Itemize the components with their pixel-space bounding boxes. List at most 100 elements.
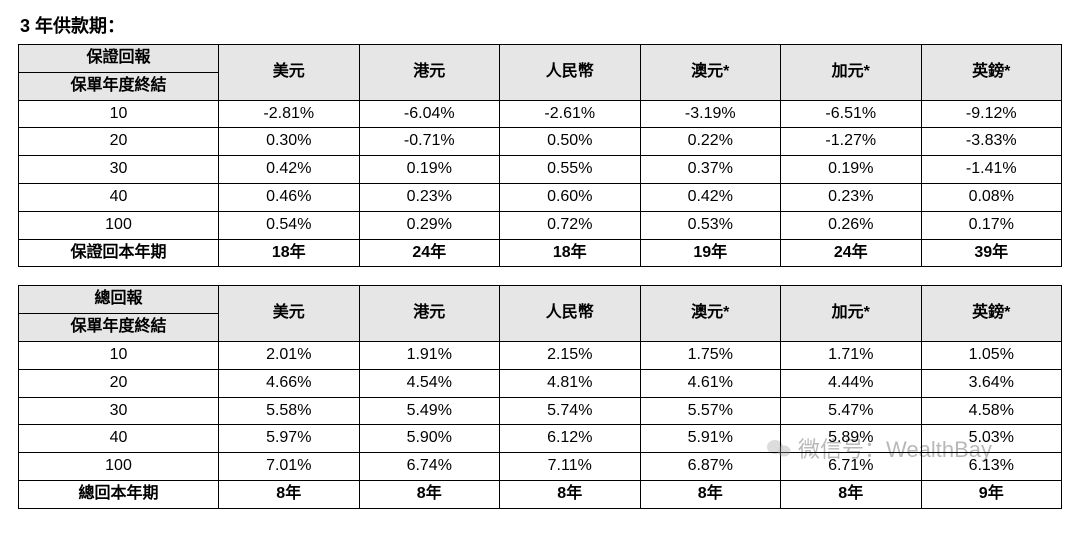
cell: 2.15% <box>500 341 641 369</box>
cell: 5.89% <box>781 425 922 453</box>
col-aud: 澳元* <box>640 45 781 101</box>
cell: 0.50% <box>500 128 641 156</box>
period: 30 <box>19 156 219 184</box>
table-row: 100 7.01% 6.74% 7.11% 6.87% 6.71% 6.13% <box>19 453 1062 481</box>
cell: 7.11% <box>500 453 641 481</box>
col-cad: 加元* <box>781 286 922 342</box>
cell: 5.49% <box>359 397 500 425</box>
cell: 0.30% <box>219 128 360 156</box>
cell: 0.46% <box>219 183 360 211</box>
cell: 4.61% <box>640 369 781 397</box>
cell: 0.17% <box>921 211 1062 239</box>
cell: 18年 <box>500 239 641 267</box>
table-row: 10 2.01% 1.91% 2.15% 1.75% 1.71% 1.05% <box>19 341 1062 369</box>
table-row: 30 0.42% 0.19% 0.55% 0.37% 0.19% -1.41% <box>19 156 1062 184</box>
cell: 8年 <box>640 480 781 508</box>
col-aud: 澳元* <box>640 286 781 342</box>
col-usd: 美元 <box>219 45 360 101</box>
cell: 1.05% <box>921 341 1062 369</box>
t1-footer-label: 保證回本年期 <box>19 239 219 267</box>
guaranteed-return-table: 保證回報 美元 港元 人民幣 澳元* 加元* 英鎊* 保單年度終結 10 -2.… <box>18 44 1062 267</box>
cell: 4.66% <box>219 369 360 397</box>
cell: 5.90% <box>359 425 500 453</box>
cell: -1.27% <box>781 128 922 156</box>
cell: 0.42% <box>219 156 360 184</box>
col-cad: 加元* <box>781 45 922 101</box>
cell: -6.04% <box>359 100 500 128</box>
cell: 18年 <box>219 239 360 267</box>
t1-footer-row: 保證回本年期 18年 24年 18年 19年 24年 39年 <box>19 239 1062 267</box>
cell: 24年 <box>359 239 500 267</box>
cell: 0.72% <box>500 211 641 239</box>
cell: 6.12% <box>500 425 641 453</box>
cell: 5.58% <box>219 397 360 425</box>
cell: 0.29% <box>359 211 500 239</box>
t1-header-sub: 保單年度終結 <box>19 72 219 100</box>
cell: 9年 <box>921 480 1062 508</box>
cell: 0.19% <box>781 156 922 184</box>
t2-footer-label: 總回本年期 <box>19 480 219 508</box>
cell: 3.64% <box>921 369 1062 397</box>
cell: -2.81% <box>219 100 360 128</box>
t1-body: 10 -2.81% -6.04% -2.61% -3.19% -6.51% -9… <box>19 100 1062 267</box>
cell: -9.12% <box>921 100 1062 128</box>
cell: 0.26% <box>781 211 922 239</box>
period: 30 <box>19 397 219 425</box>
cell: 5.97% <box>219 425 360 453</box>
cell: 7.01% <box>219 453 360 481</box>
cell: 5.74% <box>500 397 641 425</box>
cell: 0.23% <box>359 183 500 211</box>
period: 40 <box>19 425 219 453</box>
cell: 6.74% <box>359 453 500 481</box>
cell: 4.58% <box>921 397 1062 425</box>
cell: 4.44% <box>781 369 922 397</box>
cell: 5.57% <box>640 397 781 425</box>
cell: 39年 <box>921 239 1062 267</box>
t2-body: 10 2.01% 1.91% 2.15% 1.75% 1.71% 1.05% 2… <box>19 341 1062 508</box>
t2-footer-row: 總回本年期 8年 8年 8年 8年 8年 9年 <box>19 480 1062 508</box>
cell: 6.71% <box>781 453 922 481</box>
cell: 5.47% <box>781 397 922 425</box>
cell: -1.41% <box>921 156 1062 184</box>
table-row: 30 5.58% 5.49% 5.74% 5.57% 5.47% 4.58% <box>19 397 1062 425</box>
cell: 5.91% <box>640 425 781 453</box>
period: 100 <box>19 453 219 481</box>
col-gbp: 英鎊* <box>921 45 1062 101</box>
cell: 1.75% <box>640 341 781 369</box>
t2-header-sub: 保單年度終結 <box>19 314 219 342</box>
period: 10 <box>19 100 219 128</box>
cell: -0.71% <box>359 128 500 156</box>
col-hkd: 港元 <box>359 45 500 101</box>
table-row: 20 4.66% 4.54% 4.81% 4.61% 4.44% 3.64% <box>19 369 1062 397</box>
cell: -6.51% <box>781 100 922 128</box>
cell: 19年 <box>640 239 781 267</box>
cell: 0.23% <box>781 183 922 211</box>
cell: 1.91% <box>359 341 500 369</box>
cell: 4.81% <box>500 369 641 397</box>
col-usd: 美元 <box>219 286 360 342</box>
cell: 0.55% <box>500 156 641 184</box>
cell: 8年 <box>781 480 922 508</box>
page-title: 3 年供款期： <box>20 12 1062 38</box>
cell: 2.01% <box>219 341 360 369</box>
cell: 0.37% <box>640 156 781 184</box>
period: 100 <box>19 211 219 239</box>
table-row: 100 0.54% 0.29% 0.72% 0.53% 0.26% 0.17% <box>19 211 1062 239</box>
period: 10 <box>19 341 219 369</box>
t1-header-main: 保證回報 <box>19 45 219 73</box>
t2-header-main: 總回報 <box>19 286 219 314</box>
cell: 1.71% <box>781 341 922 369</box>
table-row: 10 -2.81% -6.04% -2.61% -3.19% -6.51% -9… <box>19 100 1062 128</box>
col-cny: 人民幣 <box>500 286 641 342</box>
table-row: 40 0.46% 0.23% 0.60% 0.42% 0.23% 0.08% <box>19 183 1062 211</box>
table-row: 40 5.97% 5.90% 6.12% 5.91% 5.89% 5.03% <box>19 425 1062 453</box>
cell: 6.87% <box>640 453 781 481</box>
cell: 0.60% <box>500 183 641 211</box>
total-return-table: 總回報 美元 港元 人民幣 澳元* 加元* 英鎊* 保單年度終結 10 2.01… <box>18 285 1062 508</box>
col-hkd: 港元 <box>359 286 500 342</box>
cell: 8年 <box>359 480 500 508</box>
cell: 4.54% <box>359 369 500 397</box>
cell: 24年 <box>781 239 922 267</box>
cell: -3.83% <box>921 128 1062 156</box>
col-cny: 人民幣 <box>500 45 641 101</box>
